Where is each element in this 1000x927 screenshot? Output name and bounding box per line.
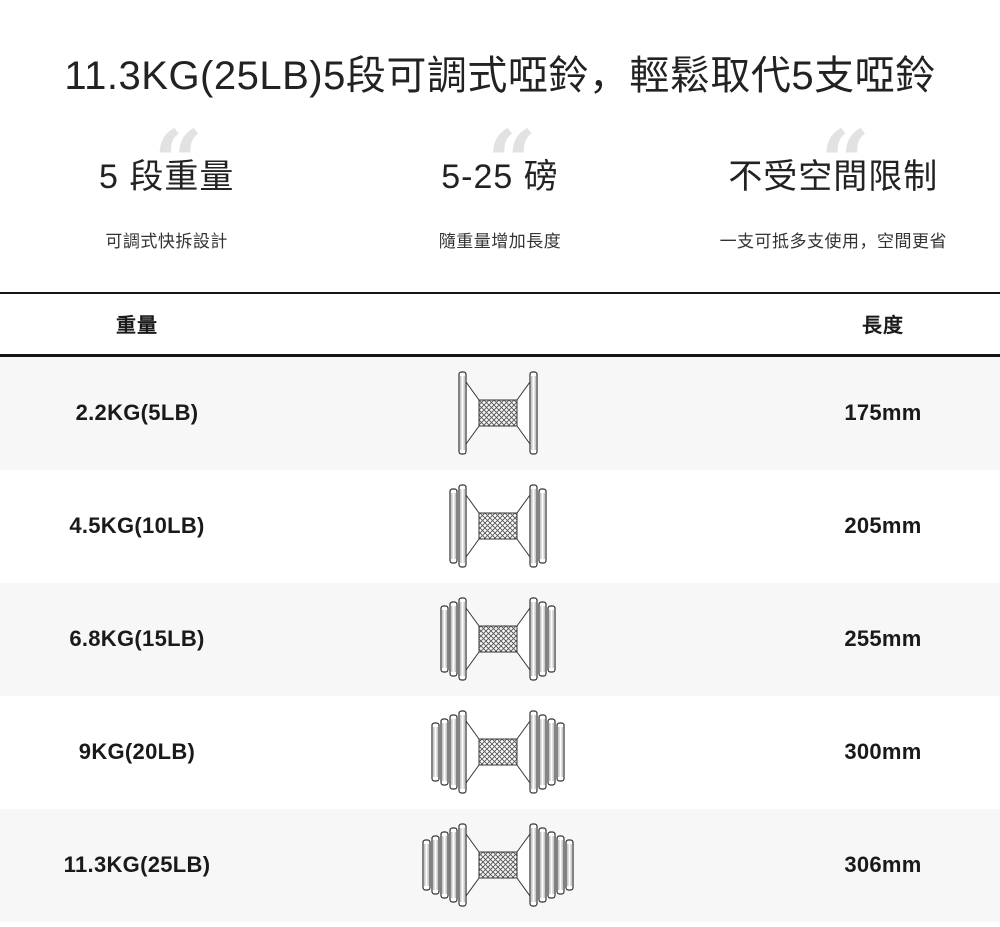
- dumbbell-icon-cell: [274, 365, 722, 461]
- feature-subtitle: 一支可抵多支使用，空間更省: [719, 231, 948, 251]
- weight-cell: 6.8KG(15LB): [69, 626, 205, 651]
- table-row: 6.8KG(15LB) 255mm: [0, 582, 1000, 696]
- feature-row: “ 5 段重量 可調式快拆設計 “ 5-25 磅 隨重量增加長度 “ 不受空間限…: [0, 112, 1000, 252]
- spec-table: 重量 長度 2.2KG(5LB) 175mm 4.5KG(10LB) 205mm…: [0, 291, 1000, 922]
- feature-weight-steps: “ 5 段重量 可調式快拆設計: [0, 112, 333, 252]
- length-cell: 300mm: [844, 739, 922, 764]
- dumbbell-icon-cell: [274, 704, 722, 800]
- dumbbell-3-plates-icon: [440, 597, 556, 681]
- feature-title: 不受空間限制: [728, 158, 939, 196]
- table-row: 9KG(20LB) 300mm: [0, 696, 1000, 809]
- quote-icon: “: [487, 112, 537, 213]
- header-weight: 重量: [116, 315, 158, 337]
- dumbbell-5-plates-icon: [422, 823, 574, 907]
- length-cell: 306mm: [844, 852, 922, 877]
- spec-table-body: 2.2KG(5LB) 175mm 4.5KG(10LB) 205mm 6.8KG…: [0, 356, 1000, 922]
- weight-cell: 11.3KG(25LB): [63, 852, 211, 877]
- spec-table-header: 重量 長度: [0, 294, 1000, 357]
- feature-title: 5-25 磅: [441, 158, 559, 196]
- dumbbell-4-plates-icon: [431, 710, 565, 794]
- length-cell: 255mm: [844, 626, 922, 651]
- page-title: 11.3KG(25LB)5段可調式啞鈴，輕鬆取代5支啞鈴: [64, 54, 936, 98]
- feature-subtitle: 可調式快拆設計: [105, 231, 228, 251]
- dumbbell-icon-cell: [274, 817, 722, 913]
- dumbbell-icon-cell: [274, 591, 722, 687]
- quote-icon: “: [820, 112, 870, 213]
- table-row: 11.3KG(25LB) 306mm: [0, 808, 1000, 922]
- weight-cell: 4.5KG(10LB): [69, 513, 205, 538]
- feature-subtitle: 隨重量增加長度: [438, 231, 562, 251]
- weight-cell: 9KG(20LB): [78, 739, 196, 764]
- dumbbell-icon-cell: [274, 478, 722, 574]
- weight-cell: 2.2KG(5LB): [75, 400, 199, 425]
- dumbbell-2-plates-icon: [449, 484, 547, 568]
- length-cell: 175mm: [844, 400, 922, 425]
- feature-weight-range: “ 5-25 磅 隨重量增加長度: [333, 112, 666, 252]
- feature-title: 5 段重量: [98, 158, 235, 196]
- length-cell: 205mm: [844, 513, 922, 538]
- table-row: 4.5KG(10LB) 205mm: [0, 470, 1000, 583]
- header-length: 長度: [862, 315, 904, 337]
- quote-icon: “: [153, 112, 204, 213]
- feature-space-saving: “ 不受空間限制 一支可抵多支使用，空間更省: [667, 112, 1000, 252]
- table-row: 2.2KG(5LB) 175mm: [0, 356, 1000, 470]
- dumbbell-1-plate-icon: [458, 371, 538, 455]
